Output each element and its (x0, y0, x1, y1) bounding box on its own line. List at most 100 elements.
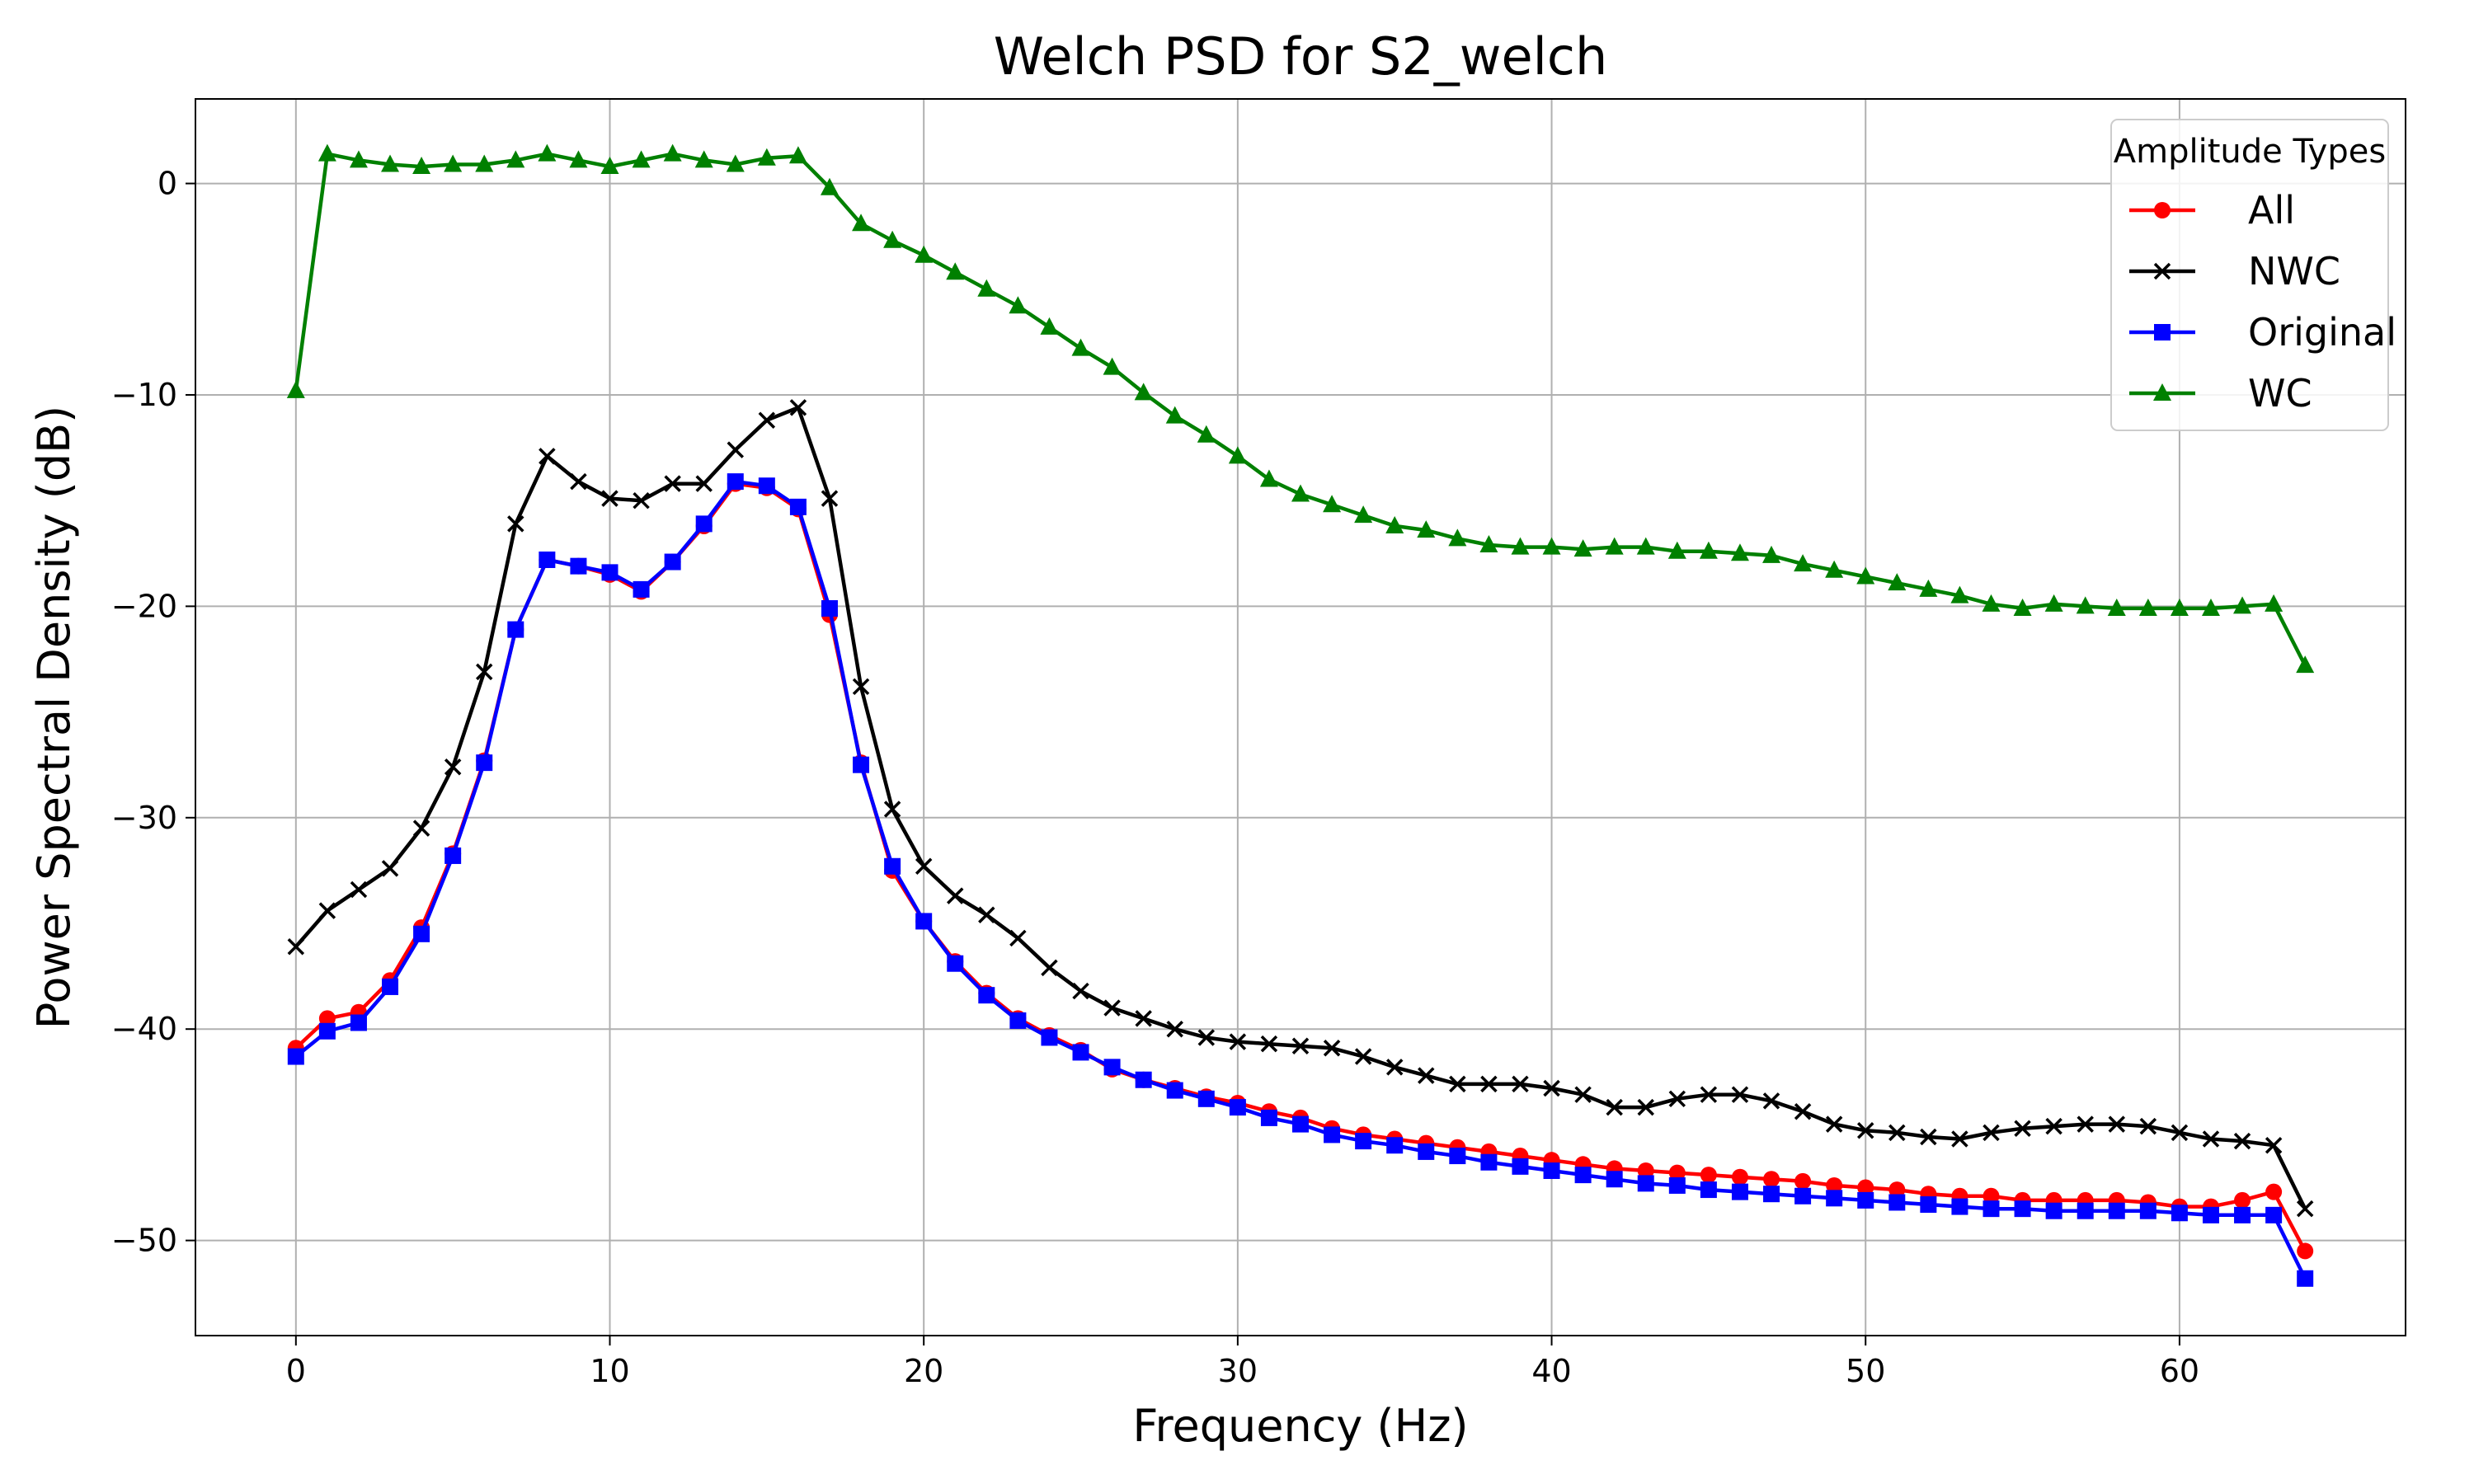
data-point-nwc (1135, 1010, 1152, 1027)
data-point-nwc (539, 448, 556, 465)
data-point-nwc (475, 663, 493, 681)
legend: Amplitude Types All NWC Original WC (2110, 119, 2396, 431)
data-point-original (821, 599, 838, 617)
data-point-nwc (821, 490, 839, 507)
data-point-all (1763, 1171, 1780, 1188)
data-point-nwc (2045, 1117, 2062, 1135)
data-point-original (884, 857, 901, 875)
data-point-original (1324, 1126, 1341, 1144)
data-point-wc (1888, 573, 1907, 591)
chart-title: Welch PSD for S2_welch (994, 26, 1608, 87)
data-point-nwc (318, 902, 336, 919)
data-point-original (1982, 1200, 2000, 1218)
data-point-nwc (1762, 1092, 1780, 1110)
data-point-wc (1542, 537, 1561, 555)
data-point-wc (569, 150, 588, 168)
y-tick-label: −10 (111, 377, 177, 413)
data-point-nwc (1731, 1086, 1749, 1103)
data-point-wc (349, 150, 368, 168)
data-point-all (2234, 1191, 2251, 1209)
data-point-wc (1511, 537, 1530, 555)
data-point-nwc (1291, 1037, 1310, 1054)
data-point-all (1982, 1187, 2000, 1205)
data-point-nwc (570, 472, 587, 491)
data-point-nwc (1574, 1086, 1592, 1103)
data-point-nwc (2077, 1115, 2094, 1133)
legend-label-nwc: NWC (2248, 249, 2340, 294)
data-point-wc (1794, 554, 1813, 572)
y-tick-label: −40 (111, 1011, 177, 1047)
data-point-nwc (664, 475, 681, 492)
data-point-wc (1009, 296, 1028, 314)
data-point-original (2077, 1202, 2094, 1219)
data-point-original (570, 557, 587, 575)
data-point-original (350, 1014, 367, 1031)
data-point-wc (1950, 585, 1969, 603)
y-tick-label: 0 (158, 166, 177, 202)
data-point-wc (1573, 539, 1592, 557)
data-point-wc (2044, 594, 2063, 612)
data-point-nwc (1072, 982, 1089, 1000)
data-point-wc (1197, 425, 1216, 443)
data-point-wc (1291, 484, 1310, 502)
data-point-wc (2201, 598, 2220, 616)
data-point-wc (1165, 406, 1184, 424)
y-tick-label: −30 (111, 800, 177, 836)
data-point-nwc (1480, 1075, 1498, 1093)
data-point-original (507, 621, 524, 638)
data-point-original (2265, 1206, 2283, 1223)
data-point-nwc (507, 515, 524, 533)
data-point-nwc (1385, 1059, 1404, 1076)
data-point-original (1606, 1171, 1623, 1188)
data-point-wc (1323, 495, 1342, 513)
legend-label-all: All (2248, 188, 2295, 232)
x-tick-label: 20 (904, 1353, 943, 1389)
data-point-original (789, 498, 807, 515)
data-point-nwc (915, 857, 933, 876)
data-point-nwc (1543, 1079, 1560, 1097)
data-point-nwc (350, 881, 368, 899)
data-point-nwc (1606, 1098, 1623, 1116)
data-point-wc (977, 279, 996, 297)
data-point-nwc (1637, 1098, 1654, 1116)
data-point-wc (412, 157, 431, 175)
data-point-original (1197, 1090, 1215, 1107)
data-point-nwc (947, 887, 964, 904)
data-point-wc (506, 150, 525, 168)
data-point-nwc (695, 475, 713, 492)
data-point-nwc (1888, 1124, 1906, 1142)
data-point-all (1668, 1164, 1686, 1181)
data-point-wc (2138, 598, 2157, 616)
data-point-all (2265, 1183, 2283, 1200)
data-point-nwc (1920, 1128, 1937, 1146)
data-point-original (1951, 1198, 1968, 1215)
data-point-original (1763, 1186, 1780, 1203)
data-point-nwc (2296, 1200, 2314, 1218)
data-point-original (382, 978, 399, 995)
data-point-original (1166, 1082, 1183, 1099)
data-point-original (1857, 1191, 1874, 1209)
data-point-original (1449, 1148, 1466, 1165)
data-point-original (2202, 1206, 2219, 1223)
x-tick-label: 40 (1531, 1353, 1571, 1389)
data-point-wc (820, 177, 839, 195)
data-point-nwc (1103, 999, 1121, 1017)
data-point-original (476, 754, 493, 772)
data-point-nwc (1668, 1090, 1686, 1108)
data-point-wc (663, 143, 682, 162)
data-point-nwc (1856, 1122, 1874, 1139)
data-point-nwc (1449, 1075, 1466, 1093)
data-point-all (1637, 1162, 1654, 1179)
data-point-nwc (1323, 1040, 1341, 1057)
legend-label-original: Original (2248, 310, 2396, 355)
data-point-nwc (1229, 1033, 1247, 1050)
data-point-nwc (1197, 1029, 1216, 1046)
legend-label-wc: WC (2248, 371, 2312, 416)
data-point-wc (600, 157, 619, 175)
data-point-nwc (1512, 1075, 1529, 1093)
data-point-nwc (601, 490, 618, 507)
data-point-wc (946, 262, 965, 280)
data-point-wc (1134, 383, 1153, 401)
data-point-wc (538, 143, 557, 162)
